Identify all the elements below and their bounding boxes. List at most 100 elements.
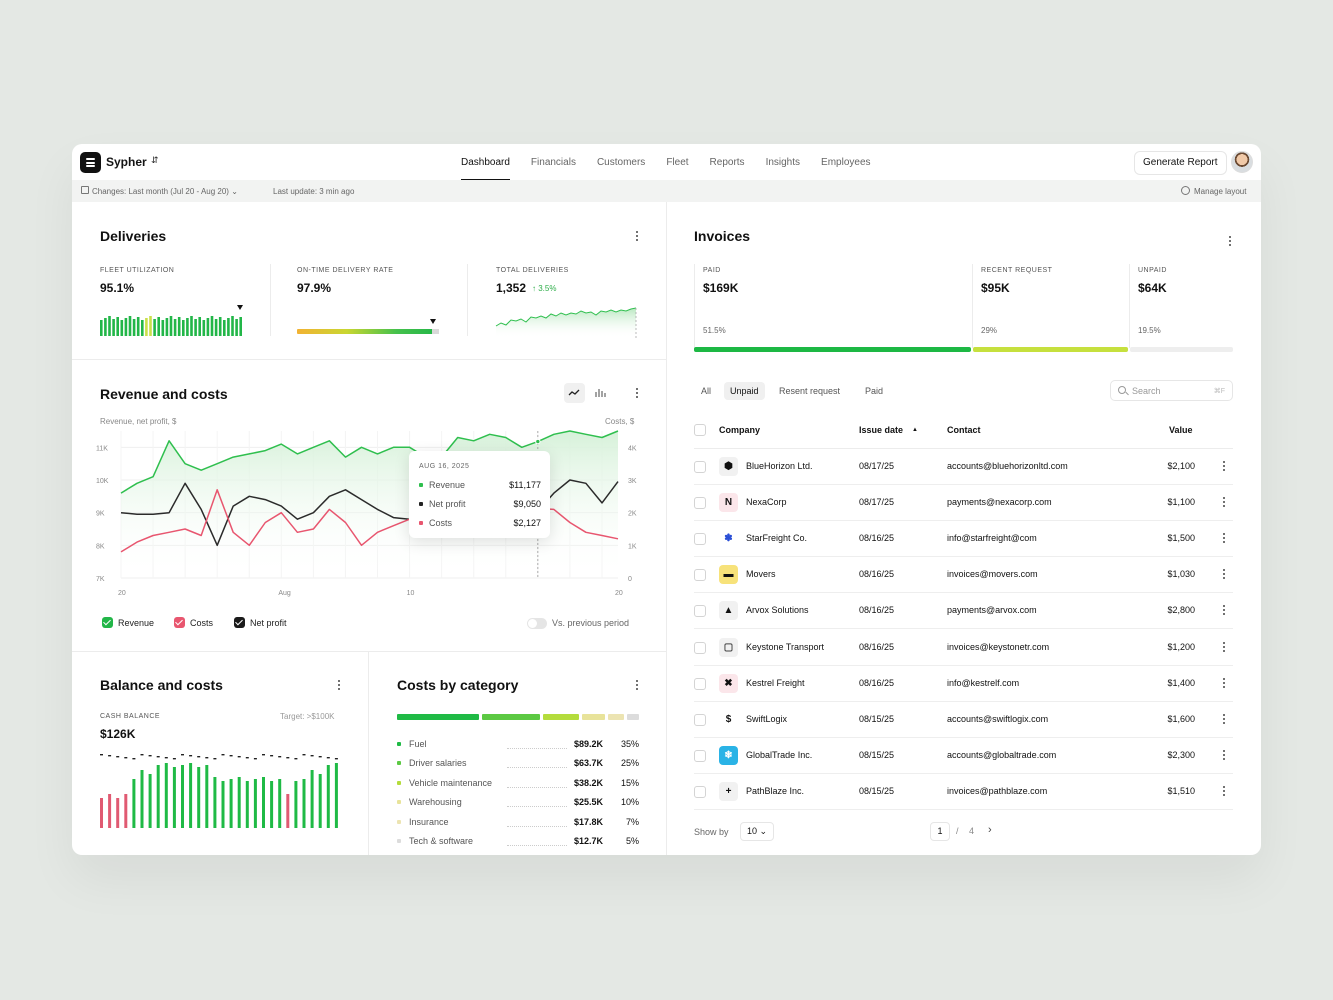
- nav-insights[interactable]: Insights: [765, 157, 801, 168]
- row-checkbox[interactable]: [694, 641, 706, 654]
- total-deliveries-change: ↑ 3.5%: [532, 284, 557, 293]
- bar-chart-toggle-icon[interactable]: [590, 383, 611, 403]
- category-value: $17.8K: [573, 816, 603, 827]
- balance-more-icon[interactable]: [337, 679, 341, 693]
- balance-bar: [189, 763, 193, 828]
- col-value[interactable]: Value: [1169, 425, 1193, 435]
- costs-more-icon[interactable]: [635, 679, 639, 693]
- table-row[interactable]: ✖ Kestrel Freight 08/16/25 info@kestrelf.co…: [694, 666, 1233, 702]
- row-checkbox[interactable]: [694, 713, 706, 726]
- issue-date: 08/16/25: [859, 569, 895, 580]
- row-checkbox[interactable]: [694, 785, 706, 798]
- brand-name[interactable]: Sypher: [106, 155, 147, 169]
- x-tick: Aug: [278, 590, 291, 597]
- target-marker: [172, 758, 176, 760]
- period-selector[interactable]: Changes: Last month (Jul 20 - Aug 20) ⌄: [92, 187, 238, 196]
- workspace-switch-icon[interactable]: ⇵: [151, 155, 159, 165]
- row-checkbox[interactable]: [694, 569, 706, 582]
- row-checkbox[interactable]: [694, 749, 706, 762]
- contact-email[interactable]: payments@arvox.com: [947, 605, 1037, 616]
- page-number[interactable]: 1: [930, 822, 950, 841]
- nav-financials[interactable]: Financials: [530, 157, 576, 168]
- table-row[interactable]: ⬢ BlueHorizon Ltd. 08/17/25 accounts@blueho…: [694, 449, 1233, 485]
- table-row[interactable]: ✽ StarFreight Co. 08/16/25 info@starfreight…: [694, 521, 1233, 558]
- invoice-value: $2,100: [1167, 461, 1195, 471]
- fleet-bar: [128, 316, 132, 336]
- row-checkbox[interactable]: [694, 677, 706, 690]
- x-tick: 20: [615, 590, 623, 597]
- row-more-icon[interactable]: [1222, 785, 1226, 799]
- manage-layout-link[interactable]: Manage layout: [1194, 187, 1247, 196]
- row-more-icon[interactable]: [1222, 568, 1226, 582]
- vs-previous-toggle[interactable]: [527, 618, 547, 629]
- col-company[interactable]: Company: [719, 425, 761, 435]
- row-more-icon[interactable]: [1222, 713, 1226, 727]
- balance-bar: [172, 767, 176, 828]
- nav-customers[interactable]: Customers: [596, 157, 646, 168]
- table-row[interactable]: $ SwiftLogix 08/15/25 accounts@swiftlogix.c…: [694, 702, 1233, 738]
- gear-icon[interactable]: [1181, 186, 1190, 195]
- contact-email[interactable]: info@starfreight@com: [947, 533, 1037, 544]
- col-contact[interactable]: Contact: [947, 425, 981, 435]
- filter-paid[interactable]: Paid: [865, 386, 884, 396]
- legend-net-profit-checkbox[interactable]: [234, 617, 245, 628]
- target-marker: [310, 755, 314, 757]
- table-row[interactable]: ▲ Arvox Solutions 08/16/25 payments@arvox.c…: [694, 593, 1233, 630]
- filter-resent-request[interactable]: Resent request: [779, 386, 841, 396]
- revenue-more-icon[interactable]: [635, 387, 639, 401]
- filter-unpaid[interactable]: Unpaid: [724, 382, 765, 400]
- contact-email[interactable]: accounts@swiftlogix.com: [947, 713, 1049, 724]
- row-checkbox[interactable]: [694, 461, 706, 473]
- row-more-icon[interactable]: [1222, 460, 1226, 474]
- nav-fleet[interactable]: Fleet: [666, 157, 689, 168]
- row-more-icon[interactable]: [1222, 496, 1226, 510]
- sub-header: Changes: Last month (Jul 20 - Aug 20) ⌄ …: [72, 180, 1261, 202]
- category-value: $89.2K: [573, 739, 603, 749]
- sort-asc-icon[interactable]: ▲: [912, 427, 918, 433]
- row-checkbox[interactable]: [694, 533, 706, 546]
- x-tick: 20: [118, 590, 126, 597]
- invoices-more-icon[interactable]: [1228, 235, 1232, 249]
- col-issue-date[interactable]: Issue date: [859, 425, 904, 435]
- nav-reports[interactable]: Reports: [709, 157, 745, 168]
- user-avatar[interactable]: [1231, 151, 1253, 173]
- contact-email[interactable]: invoices@movers.com: [947, 569, 1038, 580]
- contact-email[interactable]: accounts@globaltrade.com: [947, 749, 1057, 760]
- table-row[interactable]: ▬ Movers 08/16/25 invoices@movers.com $1,030: [694, 557, 1233, 594]
- contact-email[interactable]: invoices@pathblaze.com: [947, 785, 1048, 796]
- line-chart-toggle-icon[interactable]: [564, 383, 585, 403]
- show-by-select[interactable]: 10 ⌄: [740, 822, 774, 841]
- select-all-checkbox[interactable]: [694, 424, 706, 436]
- search-input[interactable]: Search ⌘F: [1110, 380, 1233, 401]
- brand-logo-icon[interactable]: [80, 152, 101, 173]
- y-left-tick: 11K: [96, 445, 108, 452]
- contact-email[interactable]: accounts@bluehorizonltd.com: [947, 461, 1068, 471]
- fleet-bar: [116, 317, 119, 336]
- deliveries-more-icon[interactable]: [635, 230, 639, 244]
- row-checkbox[interactable]: [694, 497, 706, 510]
- unpaid-value: $64K: [1138, 281, 1167, 295]
- unpaid-label: UNPAID: [1138, 267, 1167, 274]
- filter-all[interactable]: All: [701, 386, 712, 396]
- row-checkbox[interactable]: [694, 605, 706, 618]
- fleet-bar: [235, 319, 238, 336]
- legend-costs-checkbox[interactable]: [174, 617, 185, 628]
- contact-email[interactable]: payments@nexacorp.com: [947, 497, 1052, 508]
- row-more-icon[interactable]: [1222, 604, 1226, 618]
- table-row[interactable]: N NexaCorp 08/17/25 payments@nexacorp.com $1…: [694, 485, 1233, 522]
- generate-report-button[interactable]: Generate Report: [1134, 151, 1227, 175]
- row-more-icon[interactable]: [1222, 532, 1226, 546]
- next-page-icon[interactable]: ›: [988, 824, 992, 836]
- nav-dashboard[interactable]: Dashboard: [461, 144, 510, 181]
- nav-employees[interactable]: Employees: [821, 157, 871, 168]
- legend-revenue-checkbox[interactable]: [102, 617, 113, 628]
- table-row[interactable]: ❄ GlobalTrade Inc. 08/15/25 accounts@global…: [694, 738, 1233, 774]
- table-row[interactable]: ▢ Keystone Transport 08/16/25 invoices@keys…: [694, 630, 1233, 666]
- contact-email[interactable]: invoices@keystonetr.com: [947, 641, 1050, 652]
- balance-bar: [326, 765, 330, 828]
- table-row[interactable]: + PathBlaze Inc. 08/15/25 invoices@pathblaz…: [694, 774, 1233, 810]
- row-more-icon[interactable]: [1222, 677, 1226, 691]
- contact-email[interactable]: info@kestrelf.com: [947, 677, 1020, 688]
- row-more-icon[interactable]: [1222, 641, 1226, 655]
- row-more-icon[interactable]: [1222, 749, 1226, 763]
